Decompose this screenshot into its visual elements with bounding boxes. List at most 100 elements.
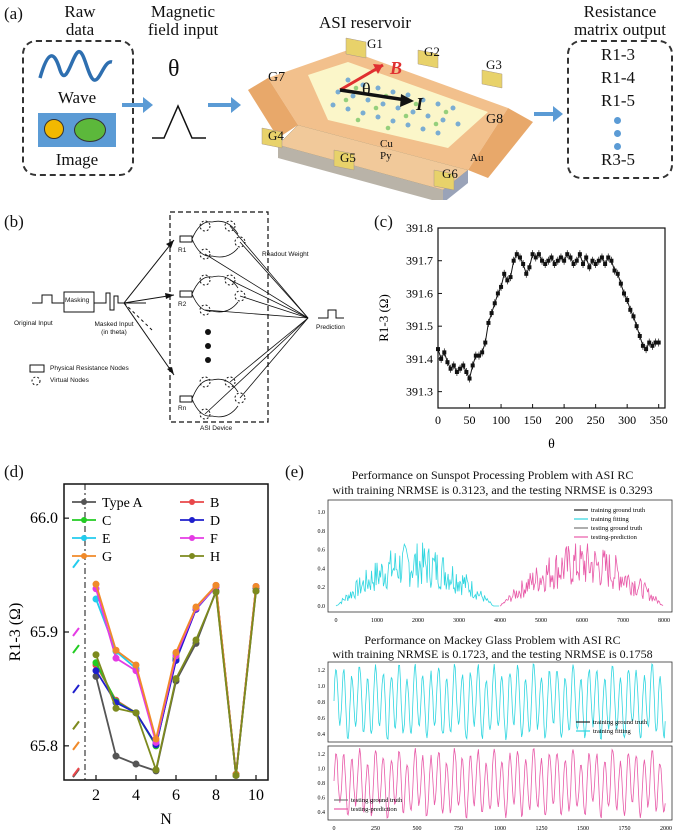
d-point-n1 [72,741,80,751]
c-point [574,258,579,263]
e2-xtick-label: 500 [413,826,422,832]
e1-ytick-label: 1.0 [318,510,326,516]
d-xtick-label: 6 [172,787,180,804]
cu-label: Cu [380,138,393,150]
legend-virtual-nodes: Virtual Nodes [50,377,89,384]
c-point [492,301,497,306]
d-legend-marker [189,553,195,559]
c-point [473,353,478,358]
d-point-n1 [72,644,80,654]
field-b-label: B [390,58,403,78]
c-point [587,265,592,270]
d-point-n1 [72,627,80,637]
e2-ytick-label: 0.4 [318,810,326,816]
raw-data-title: Raw data [64,2,96,39]
c-point [489,311,494,316]
e2-xtick-label: 750 [454,826,463,832]
c-point [593,262,598,266]
py-label: Py [380,150,392,162]
c-xtick-label: 100 [492,413,510,427]
e2-ytick-label: 0.8 [318,781,326,787]
c-point [637,334,642,338]
res-item-r14: R1-4 [601,68,635,87]
sunspot-title: Performance on Sunspot Processing Proble… [351,468,634,482]
c-point [581,262,586,266]
legend-physical-nodes: Physical Resistance Nodes [50,365,129,372]
r1-label: R1 [178,247,187,254]
e1-xtick-label: 7000 [617,618,629,624]
d-point [172,675,180,683]
e2-xtick-label: 250 [371,826,380,832]
d-legend-label: Type A [102,496,144,511]
c-frame [437,227,666,409]
c-point [596,258,601,263]
c-point [590,258,595,263]
d-point [232,771,240,779]
e2-ytick-label: 1.0 [318,684,326,690]
d-ylabel: R1-3 (Ω) [7,603,24,662]
e2-xtick-label: 1250 [536,826,548,832]
resistance-box [567,40,673,179]
d-point [132,661,140,669]
e2-frame [327,661,673,743]
d-xtick-label: 8 [212,787,220,804]
c-point [476,353,481,358]
gate-g5-label: G5 [340,150,356,165]
c-ytick-label: 391.6 [406,286,433,300]
mackey-chart: 0.4 0.6 0.8 1.0 1.2 0.4 0.6 0.8 1.0 1.2 training g… [318,661,673,832]
c-xlabel: θ [548,437,555,452]
d-ytick-label: 66.0 [30,510,58,527]
d-xlabel: N [160,811,172,828]
magnetic-field-title: Magnetic field input [147,2,219,39]
c-point [499,284,504,289]
c-point [521,262,526,266]
d-point [112,704,120,712]
d-legend-label: F [210,532,218,547]
green-ellipse [74,118,106,142]
e2-ytick-label: 0.8 [318,700,326,706]
current-i-label: I [416,94,424,114]
res-item-r15: R1-5 [601,91,635,110]
masking-label: Masking [65,297,90,304]
c-ytick-label: 391.3 [406,385,433,399]
c-point [505,278,510,283]
gate-g6-label: G6 [442,166,458,181]
c-ytick-label: 391.7 [406,254,433,268]
e1-ytick-label: 0.4 [318,566,326,572]
c-ytick-label: 391.5 [406,319,433,333]
e1-xtick-label: 1000 [371,618,383,624]
e2-ytick-label: 1.2 [318,668,326,674]
c-point [508,275,513,280]
d-xtick-label: 10 [248,787,264,804]
d-point [212,588,220,596]
d-xtick-label: 2 [92,787,100,804]
sunspot-subtitle: with training NRMSE is 0.3123, and the t… [332,483,653,497]
r2-label: R2 [178,301,187,308]
gate-g1-label: G1 [367,36,383,51]
e2-xtick-label: 1750 [619,826,631,832]
c-point [514,252,519,257]
d-point [152,766,160,774]
d-point [112,646,120,654]
e2-xtick-label: 0 [333,826,336,832]
d-point [192,603,200,611]
panel-d-chart: 2 4 6 8 10 65.8 65.9 66.0 Type A B C D E F G H N R1-3 (Ω) [7,483,269,828]
c-ytick-label: 391.8 [406,221,433,235]
e2-ytick-label: 1.0 [318,767,326,773]
c-point [555,258,560,263]
c-point [625,298,630,302]
image-label: Image [55,150,99,169]
d-legend-marker [81,535,87,541]
arrow-3 [534,106,563,122]
c-point [565,252,570,257]
mackey-title: Performance on Mackey Glass Problem with… [364,633,621,647]
au-label: Au [470,152,484,164]
gate-g8-label: G8 [486,112,504,127]
e1-xtick-label: 0 [335,618,338,624]
d-point-n1 [72,559,80,569]
c-point [517,255,522,260]
e3-legend-label: testing-prediction [351,806,398,813]
image-icon [38,113,116,147]
e1-training-fitting [335,542,500,607]
e1-ytick-label: 0.0 [318,604,326,610]
